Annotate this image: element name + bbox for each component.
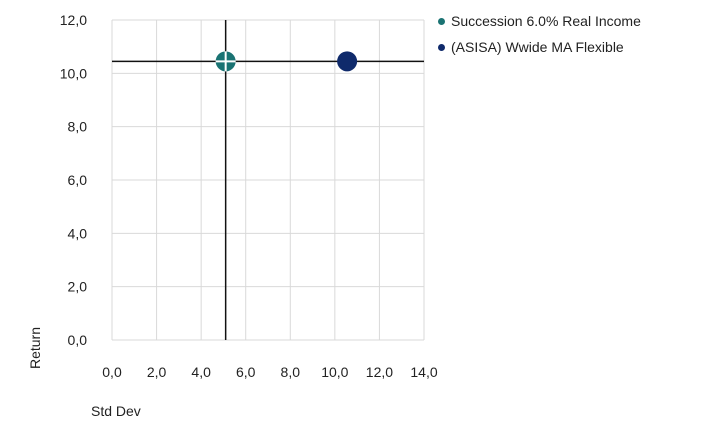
x-tick-label: 6,0 — [236, 364, 256, 380]
legend-item-succession: Succession 6.0% Real Income — [438, 8, 641, 34]
y-tick-label: 12,0 — [60, 12, 87, 28]
y-tick-label: 2,0 — [68, 279, 88, 295]
y-tick-label: 8,0 — [68, 119, 88, 135]
legend: Succession 6.0% Real Income (ASISA) Wwid… — [438, 8, 641, 60]
grid — [111, 19, 425, 341]
x-tick-label: 4,0 — [191, 364, 211, 380]
y-axis-label: Return — [27, 327, 43, 369]
legend-marker-icon — [438, 17, 445, 25]
x-tick-label: 0,0 — [102, 364, 122, 380]
y-tick-label: 4,0 — [68, 225, 88, 241]
y-tick-label: 10,0 — [60, 65, 87, 81]
reference-lines — [112, 20, 424, 340]
x-tick-label: 2,0 — [147, 364, 167, 380]
x-tick-label: 14,0 — [410, 364, 437, 380]
x-tick-label: 8,0 — [281, 364, 301, 380]
data-point — [337, 51, 358, 72]
legend-marker-icon — [438, 43, 445, 51]
y-axis-ticks: 0,0 2,0 4,0 6,0 8,0 10,0 12,0 — [60, 12, 87, 348]
legend-label: (ASISA) Wwide MA Flexible — [451, 39, 624, 55]
y-tick-label: 0,0 — [68, 332, 88, 348]
legend-item-asisa: (ASISA) Wwide MA Flexible — [438, 34, 641, 60]
x-axis-label: Std Dev — [91, 403, 141, 419]
x-axis-ticks: 0,0 2,0 4,0 6,0 8,0 10,0 12,0 14,0 — [102, 364, 438, 380]
y-tick-label: 6,0 — [68, 172, 88, 188]
legend-label: Succession 6.0% Real Income — [451, 13, 641, 29]
x-tick-label: 12,0 — [366, 364, 393, 380]
data-points — [215, 51, 358, 72]
x-tick-label: 10,0 — [321, 364, 348, 380]
